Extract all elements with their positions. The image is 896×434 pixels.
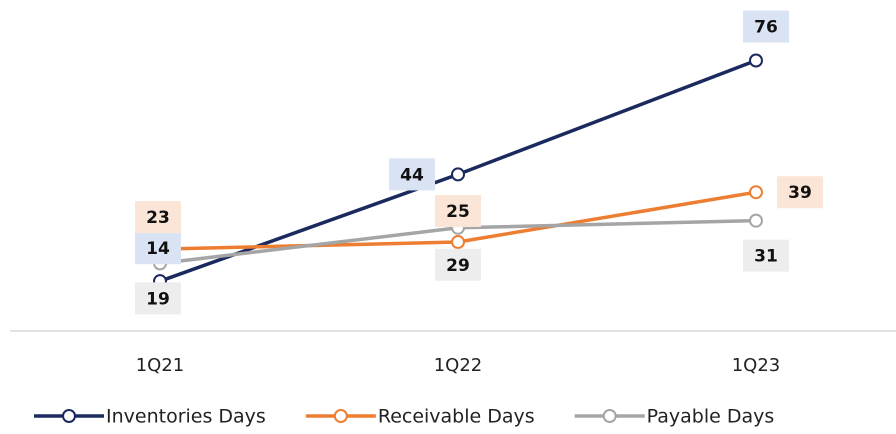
data-label: 29 — [446, 256, 470, 276]
legend-label: Payable Days — [647, 406, 775, 428]
point — [749, 53, 763, 68]
data-label-box — [743, 239, 789, 272]
data-label-box — [135, 282, 181, 315]
data-label: 76 — [754, 18, 778, 38]
legend-label: Receivable Days — [378, 406, 535, 428]
data-label-box — [135, 201, 181, 234]
legend-label: Inventories Days — [106, 406, 266, 428]
data-label: 31 — [754, 247, 778, 267]
point — [749, 185, 763, 200]
x-tick-label: 1Q23 — [732, 355, 781, 376]
legend-marker — [602, 409, 617, 423]
x-tick-label: 1Q21 — [136, 355, 185, 376]
data-label: 25 — [446, 202, 470, 222]
data-label: 23 — [146, 208, 170, 228]
data-label-box — [435, 195, 481, 228]
point — [451, 235, 465, 250]
data-label: 44 — [400, 165, 424, 185]
legend-marker — [333, 409, 348, 423]
data-label-box — [389, 158, 435, 191]
data-label: 19 — [146, 289, 170, 309]
data-label: 14 — [146, 239, 170, 259]
x-tick-label: 1Q22 — [434, 355, 483, 376]
legend-marker — [62, 409, 76, 423]
point — [451, 167, 465, 182]
data-label-box — [435, 248, 481, 281]
data-label-box — [777, 176, 823, 209]
data-label-box — [743, 10, 789, 43]
data-label-box — [135, 232, 181, 265]
point — [749, 213, 763, 228]
data-label: 39 — [788, 183, 812, 203]
